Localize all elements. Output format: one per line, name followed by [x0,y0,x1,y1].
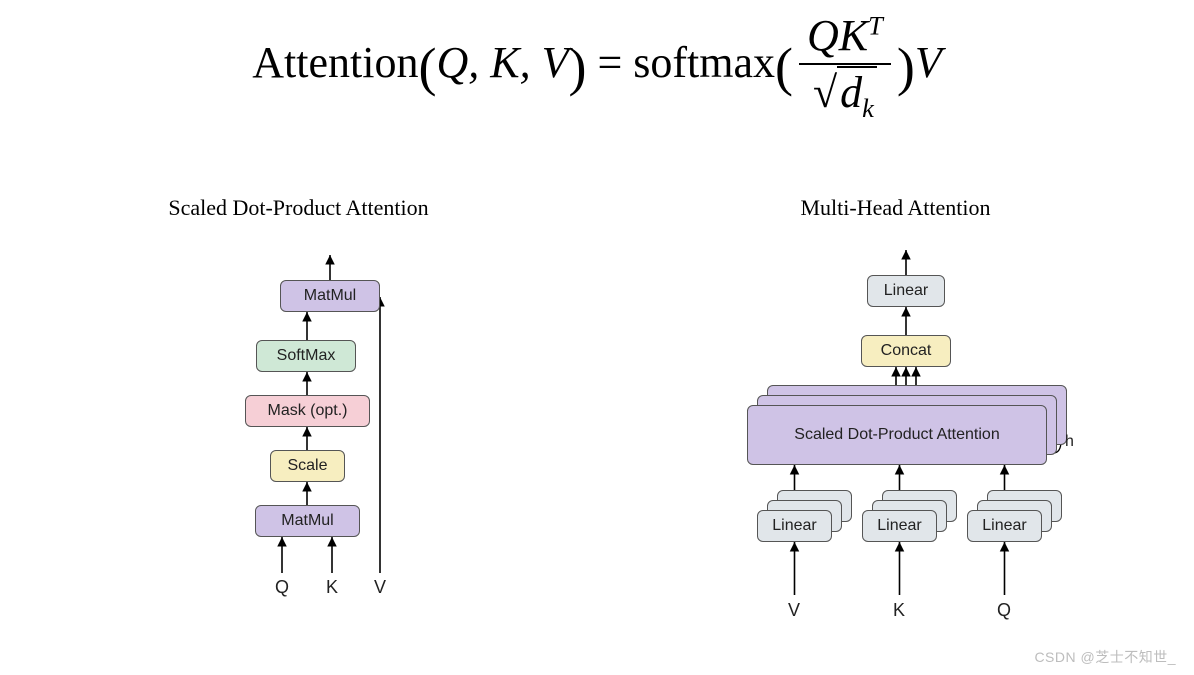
scale-box: Scale [270,450,345,482]
matmul2-box: MatMul [280,280,380,312]
sdpa-stack-box: Scaled Dot-Product Attention [747,405,1047,465]
input-k: K [326,577,338,598]
formula-softmax: softmax [633,38,775,87]
linear-out-box: Linear [867,275,945,307]
sdpa-panel: Scaled Dot-Product Attention MatMul SoftM… [0,175,597,675]
input-q: Q [275,577,289,598]
softmax-box: SoftMax [256,340,356,372]
formula-args: Q, K, V [436,38,568,87]
mask-box: Mask (opt.) [245,395,370,427]
input-k: K [893,600,905,621]
h-label: h [1065,433,1074,451]
formula-trailing: V [915,38,942,87]
mha-panel: Multi-Head Attention Linear Concat Scaled … [597,175,1194,675]
mha-title: Multi-Head Attention [597,195,1194,221]
sdpa-title: Scaled Dot-Product Attention [0,195,597,221]
input-v: V [374,577,386,598]
matmul1-box: MatMul [255,505,360,537]
input-q: Q [997,600,1011,621]
formula-fraction: QKT √dk [799,10,891,124]
formula-fn: Attention [252,38,418,87]
linear-in-box: Linear [862,510,937,542]
concat-box: Concat [861,335,951,367]
input-v: V [788,600,800,621]
watermark: CSDN @芝士不知世_ [1034,647,1176,667]
linear-in-box: Linear [757,510,832,542]
linear-in-box: Linear [967,510,1042,542]
attention-formula: Attention(Q, K, V) = softmax( QKT √dk )V [0,10,1194,124]
diagrams-row: Scaled Dot-Product Attention MatMul SoftM… [0,175,1194,675]
